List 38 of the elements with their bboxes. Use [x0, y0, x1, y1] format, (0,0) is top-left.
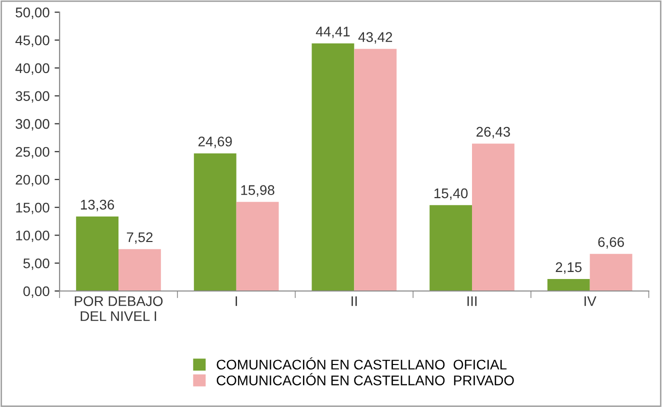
data-label: 24,69: [198, 136, 232, 148]
data-label: 6,66: [598, 237, 624, 249]
data-label: 15,98: [241, 185, 274, 197]
bar: [590, 254, 632, 292]
bar: [430, 205, 472, 292]
x-tick-label: II: [352, 296, 357, 306]
legend-label: COMUNICACIÓN EN CASTELLANO OFICIAL: [216, 357, 507, 370]
data-label: 44,41: [316, 26, 350, 38]
y-tick-label: 15,00: [16, 202, 50, 214]
bar: [118, 249, 161, 292]
y-tick-label: 0,00: [23, 286, 50, 298]
data-label: 43,42: [358, 32, 392, 44]
y-tick-label: 10,00: [16, 230, 50, 242]
bar: [354, 48, 397, 292]
bar: [236, 202, 279, 292]
bar: [76, 216, 118, 292]
bar: [472, 144, 514, 292]
data-label: 13,36: [80, 200, 114, 212]
x-tick-label: IV: [584, 296, 596, 306]
y-tick-label: 40,00: [15, 63, 50, 75]
data-label: 2,15: [556, 262, 582, 274]
bar: [547, 279, 590, 292]
bar: [312, 43, 354, 292]
x-tick-label: POR DEBAJO DEL NIVEL I: [74, 296, 163, 321]
legend-label: COMUNICACIÓN EN CASTELLANO PRIVADO: [216, 373, 514, 386]
y-tick-label: 25,00: [16, 146, 50, 158]
y-tick-label: 50,00: [16, 8, 50, 20]
y-tick-label: 5,00: [23, 258, 50, 270]
data-label: 7,52: [126, 232, 153, 244]
y-tick-label: 35,00: [16, 91, 50, 103]
y-tick-label: 20,00: [16, 174, 50, 186]
y-tick-label: 45,00: [15, 35, 50, 47]
data-label: 26,43: [476, 126, 510, 138]
bar: [194, 153, 236, 292]
x-tick-label: III: [468, 296, 477, 306]
x-tick-label: I: [236, 296, 237, 306]
y-tick-label: 30,00: [16, 119, 50, 131]
data-label: 15,40: [434, 188, 468, 200]
